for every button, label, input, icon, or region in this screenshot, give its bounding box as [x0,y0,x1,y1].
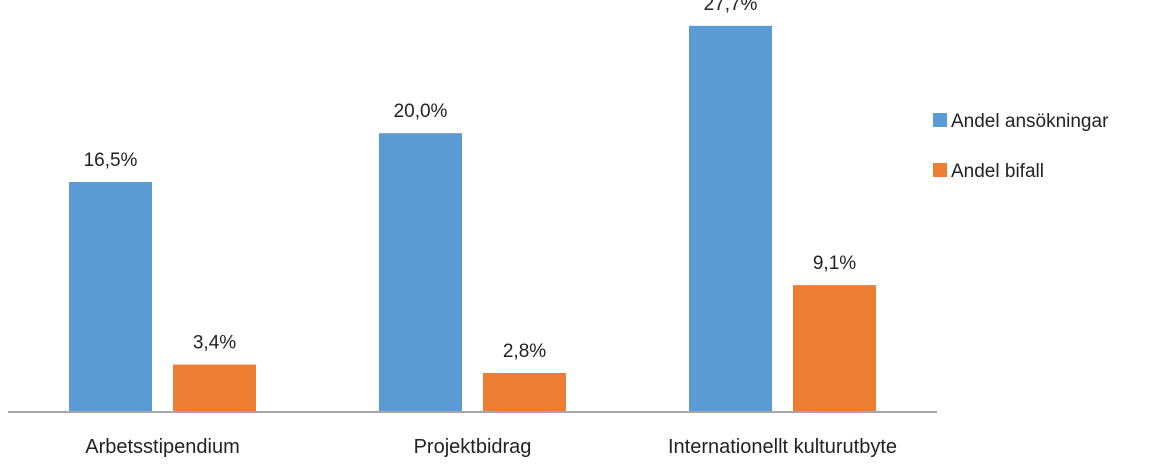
bar-andel-bifall-arbetsstipendium [173,364,256,412]
data-label-andel-ansokningar-internationellt-kulturutbyte: 27,7% [704,0,758,15]
data-label-andel-bifall-projektbidrag: 2,8% [503,341,546,362]
data-label-andel-ansokningar-arbetsstipendium: 16,5% [84,150,138,171]
data-label-andel-ansokningar-projektbidrag: 20,0% [394,101,448,122]
bar-andel-ansokningar-internationellt-kulturutbyte [689,25,772,412]
bar-andel-bifall-projektbidrag [483,372,566,412]
bar-andel-ansokningar-arbetsstipendium [69,181,152,412]
legend-label-andel-bifall: Andel bifall [951,161,1044,182]
data-label-andel-bifall-internationellt-kulturutbyte: 9,1% [813,253,856,274]
category-label-internationellt-kulturutbyte: Internationellt kulturutbyte [668,436,897,458]
category-labels-layer: Arbetsstipendium Projektbidrag Internation… [85,436,897,458]
data-label-andel-bifall-arbetsstipendium: 3,4% [193,333,236,354]
category-label-projektbidrag: Projektbidrag [414,436,532,458]
legend: Andel ansökningar Andel bifall [933,111,1109,182]
bar-andel-bifall-internationellt-kulturutbyte [793,285,876,412]
bars-layer [69,25,876,412]
bar-andel-ansokningar-projektbidrag [379,133,462,412]
legend-swatch-andel-ansokningar [933,113,947,127]
legend-swatch-andel-bifall [933,163,947,177]
legend-label-andel-ansokningar: Andel ansökningar [951,111,1109,132]
data-labels-layer: 16,5% 3,4% 20,0% 2,8% 27,7% 9,1% [84,0,857,362]
category-label-arbetsstipendium: Arbetsstipendium [85,436,240,458]
